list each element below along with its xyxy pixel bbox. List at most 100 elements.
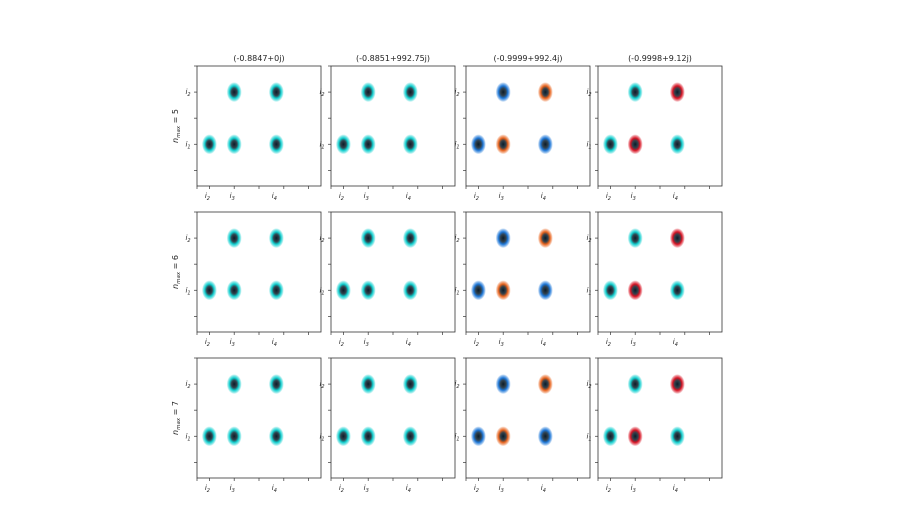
blob-cyan xyxy=(602,426,618,447)
panel-frame xyxy=(330,211,456,333)
x-tick-label: i2 xyxy=(339,192,344,202)
y-tick-label: i2 xyxy=(319,380,324,390)
blob-cyan xyxy=(360,134,376,155)
panel: i2 i3 i4 i1 i2 xyxy=(586,65,723,202)
blob-blue xyxy=(495,228,511,249)
x-tick-label: i4 xyxy=(272,192,277,202)
x-tick-label: i4 xyxy=(673,192,678,202)
panel-frame xyxy=(196,211,322,333)
panel-frame xyxy=(597,65,723,187)
panel: i2 i3 i4 i1 i2 xyxy=(454,65,591,202)
blob-cyan xyxy=(268,426,284,447)
x-tick-label: i4 xyxy=(541,484,546,494)
panel: i2 i3 i4 i1 i2 xyxy=(319,357,456,494)
x-tick-label: i4 xyxy=(541,192,546,202)
blob-cyan xyxy=(669,280,685,301)
blob-cyan xyxy=(268,134,284,155)
row-label: nmax = 6 xyxy=(171,255,182,289)
blob-red xyxy=(627,134,643,155)
blob-orange xyxy=(495,134,511,155)
blob-cyan xyxy=(402,374,418,395)
x-tick-label: i2 xyxy=(474,484,479,494)
y-tick-label: i2 xyxy=(319,88,324,98)
panel-frame xyxy=(465,357,591,479)
panel: i2 i3 i4 i1 i2 xyxy=(586,211,723,348)
x-tick-label: i3 xyxy=(364,484,369,494)
blob-orange xyxy=(537,228,553,249)
x-tick-label: i4 xyxy=(406,484,411,494)
blob-cyan xyxy=(335,426,351,447)
x-tick-label: i2 xyxy=(474,192,479,202)
x-tick-label: i3 xyxy=(499,484,504,494)
x-tick-label: i2 xyxy=(606,192,611,202)
blob-cyan xyxy=(360,228,376,249)
blob-cyan xyxy=(268,374,284,395)
blob-cyan xyxy=(602,134,618,155)
y-tick-label: i1 xyxy=(586,432,591,442)
x-tick-label: i2 xyxy=(606,338,611,348)
blob-cyan xyxy=(226,82,242,103)
panel: i2 i3 i4 i1 i2 xyxy=(185,357,322,494)
blob-cyan xyxy=(201,280,217,301)
x-tick-label: i2 xyxy=(205,338,210,348)
blob-cyan xyxy=(360,82,376,103)
blob-cyan xyxy=(226,280,242,301)
x-tick-label: i3 xyxy=(364,192,369,202)
panel-frame xyxy=(196,65,322,187)
blob-red xyxy=(669,82,685,103)
blob-cyan xyxy=(335,134,351,155)
blob-cyan xyxy=(402,134,418,155)
blob-cyan xyxy=(226,228,242,249)
y-tick-label: i2 xyxy=(586,88,591,98)
blob-blue xyxy=(470,134,486,155)
y-tick-label: i2 xyxy=(454,380,459,390)
panel-frame xyxy=(465,211,591,333)
y-tick-label: i2 xyxy=(185,380,190,390)
panel-frame xyxy=(330,65,456,187)
y-tick-label: i2 xyxy=(185,88,190,98)
panel: i2 i3 i4 i1 i2 xyxy=(454,357,591,494)
x-tick-label: i4 xyxy=(541,338,546,348)
blob-cyan xyxy=(268,82,284,103)
y-tick-label: i2 xyxy=(185,234,190,244)
blob-cyan xyxy=(226,134,242,155)
y-tick-label: i1 xyxy=(319,432,324,442)
blob-cyan xyxy=(268,280,284,301)
blob-cyan xyxy=(360,426,376,447)
x-tick-label: i4 xyxy=(406,338,411,348)
blob-orange xyxy=(537,374,553,395)
blob-blue xyxy=(537,280,553,301)
x-tick-label: i2 xyxy=(339,338,344,348)
blob-cyan xyxy=(669,426,685,447)
blob-cyan xyxy=(226,426,242,447)
blob-orange xyxy=(495,280,511,301)
blob-blue xyxy=(537,134,553,155)
blob-cyan xyxy=(602,280,618,301)
x-tick-label: i3 xyxy=(364,338,369,348)
y-tick-label: i2 xyxy=(586,380,591,390)
panel-frame xyxy=(597,357,723,479)
blob-cyan xyxy=(201,426,217,447)
panel-frame xyxy=(330,357,456,479)
y-tick-label: i1 xyxy=(454,286,459,296)
column-title: (-0.9998+9.12j) xyxy=(628,54,692,63)
x-tick-label: i3 xyxy=(230,338,235,348)
y-tick-label: i1 xyxy=(454,432,459,442)
x-tick-label: i4 xyxy=(673,484,678,494)
x-tick-label: i3 xyxy=(631,338,636,348)
blob-cyan xyxy=(402,82,418,103)
blob-blue xyxy=(470,426,486,447)
row-label: nmax = 7 xyxy=(171,401,182,435)
blob-cyan xyxy=(402,280,418,301)
y-tick-label: i1 xyxy=(586,286,591,296)
blob-cyan xyxy=(360,280,376,301)
panel-frame xyxy=(196,357,322,479)
panel: i2 i3 i4 i1 i2 xyxy=(185,65,322,202)
blob-cyan xyxy=(402,426,418,447)
x-tick-label: i2 xyxy=(474,338,479,348)
blob-cyan xyxy=(201,134,217,155)
x-tick-label: i2 xyxy=(205,484,210,494)
blob-blue xyxy=(537,426,553,447)
row-label: nmax = 5 xyxy=(171,109,182,143)
blob-blue xyxy=(495,374,511,395)
